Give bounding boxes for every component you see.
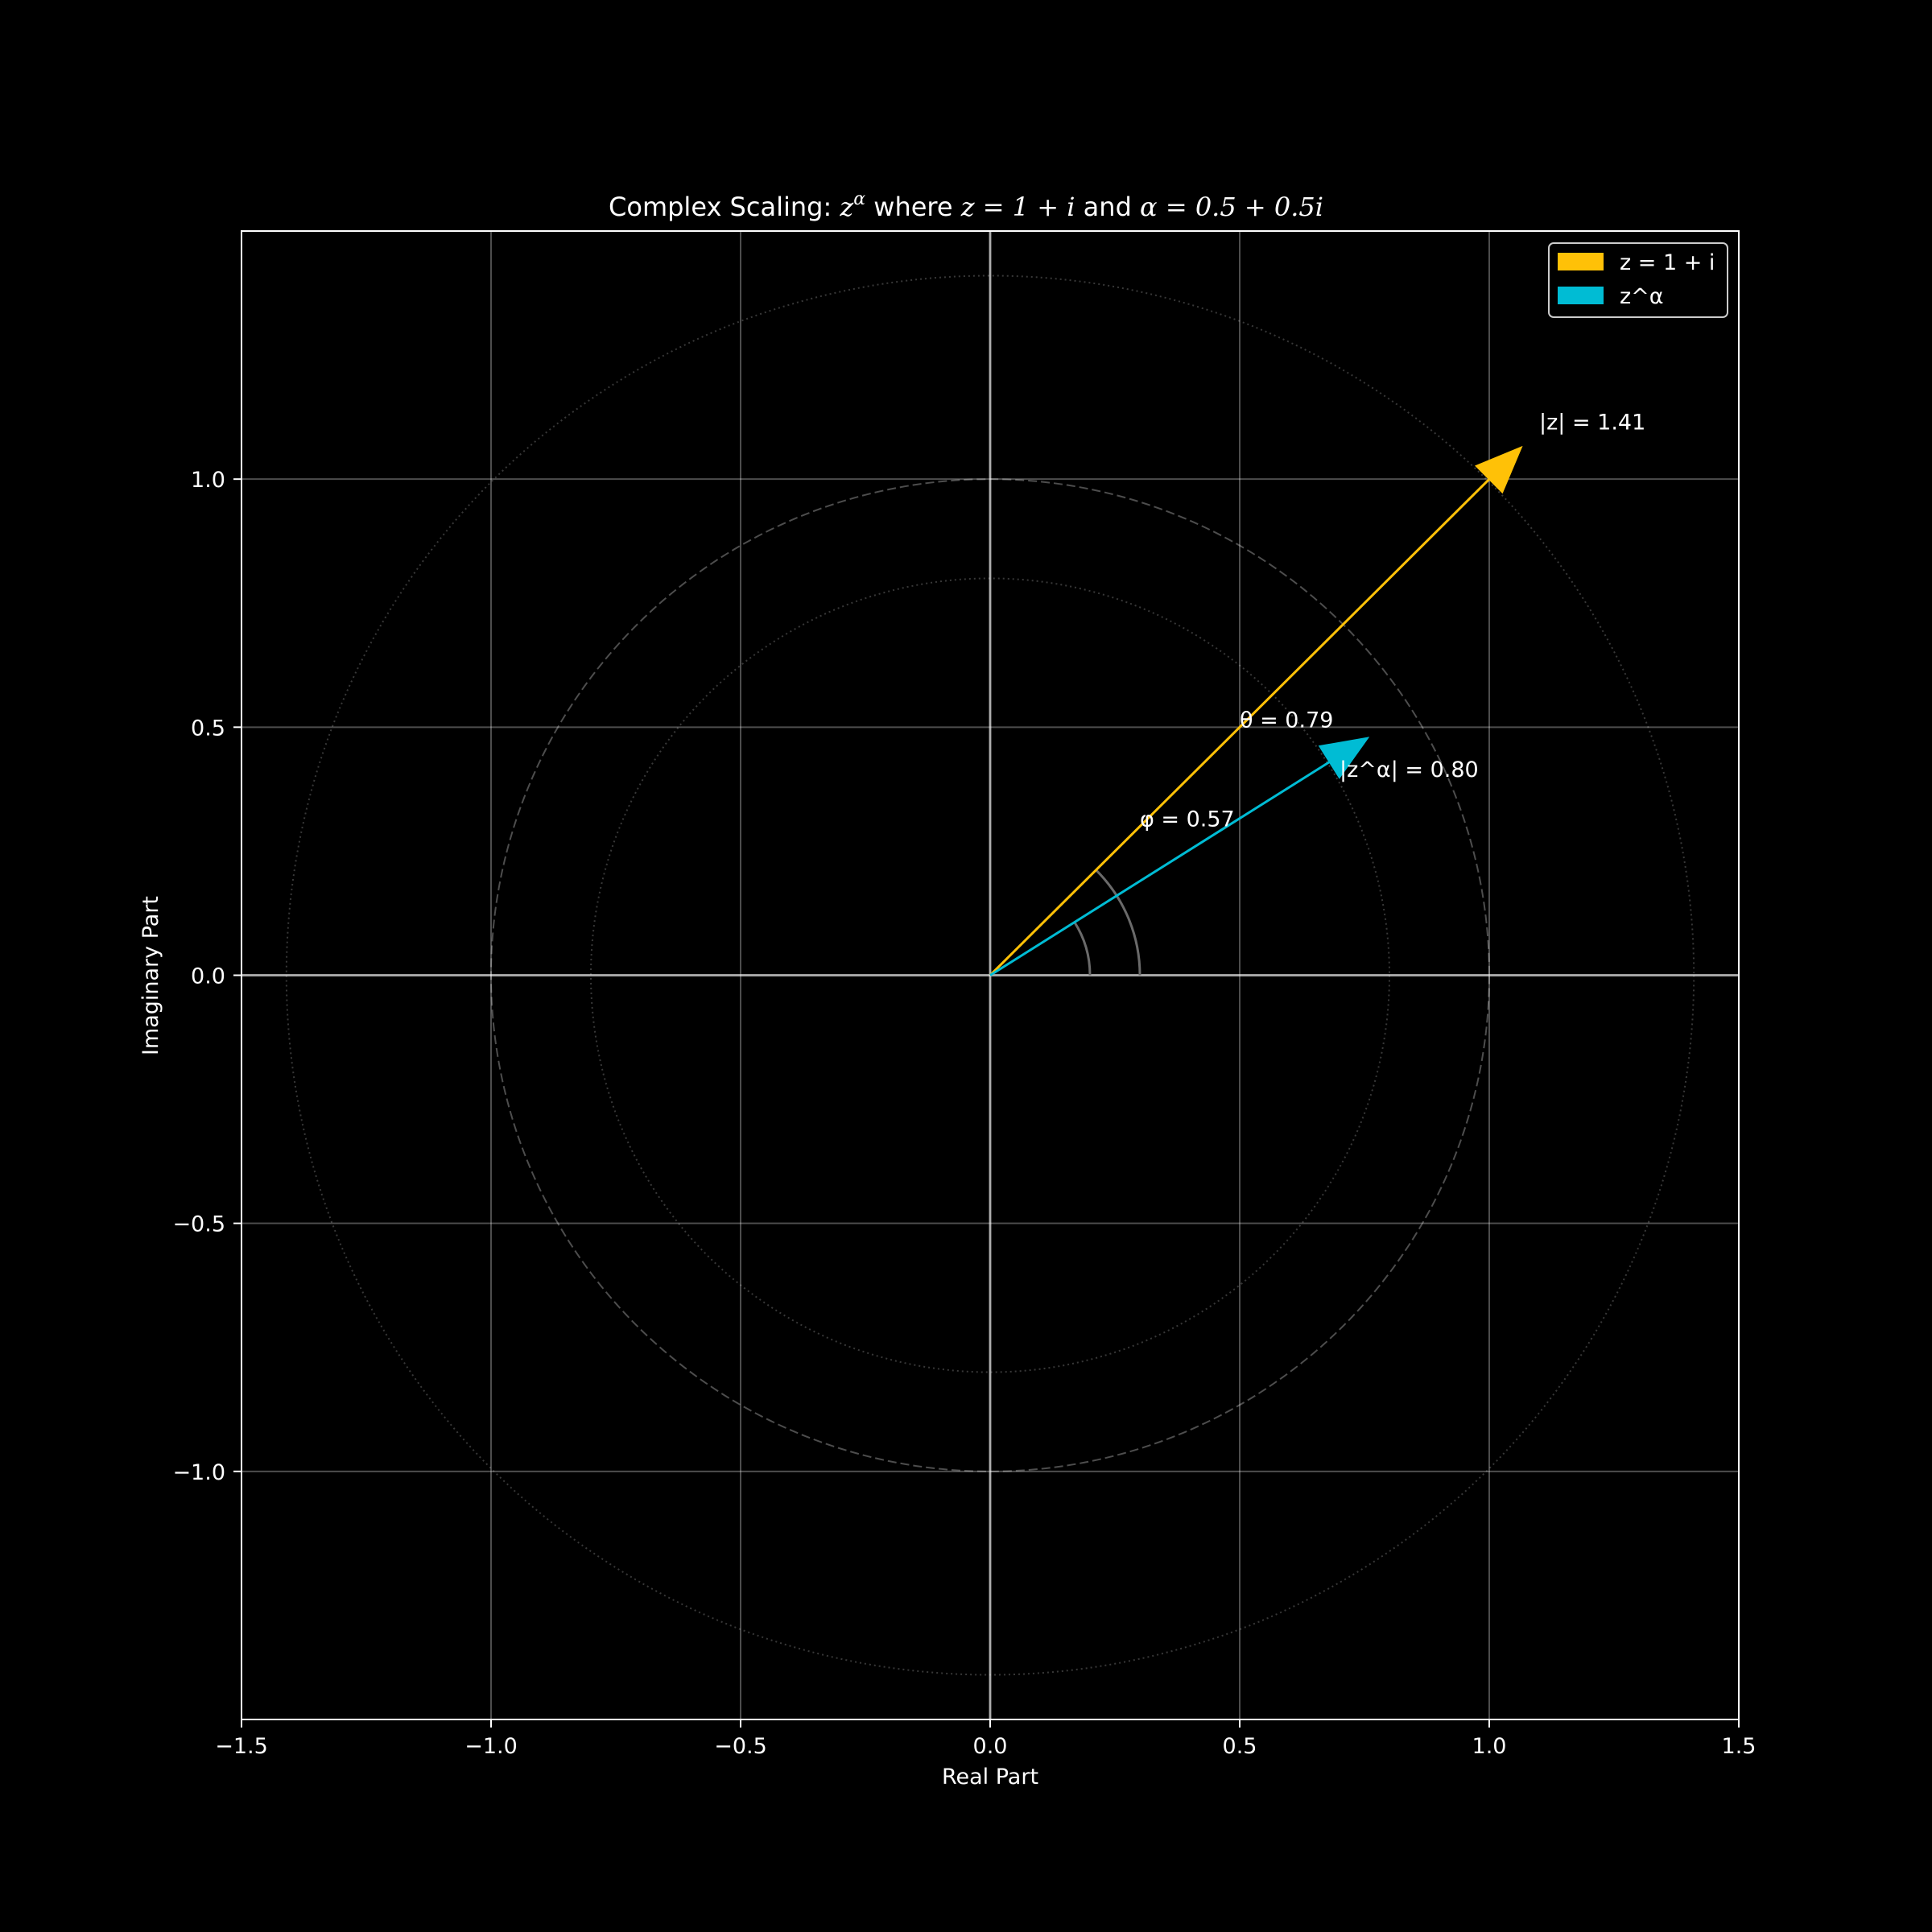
y-tick-label-2: 0.0	[191, 964, 225, 989]
legend-swatch-z	[1558, 253, 1604, 270]
annotation-1: θ = 0.79	[1240, 708, 1333, 733]
x-tick-label-5: 1.0	[1472, 1734, 1507, 1759]
x-axis-label: Real Part	[942, 1765, 1038, 1790]
chart-title: Complex Scaling: zα where z = 1 + i and …	[609, 189, 1323, 222]
vector-head-0	[1475, 445, 1523, 494]
vectors	[989, 445, 1523, 976]
vector-shaft-1	[989, 761, 1331, 976]
x-tick-label-3: 0.0	[973, 1734, 1008, 1759]
annotation-2: |z^α| = 0.80	[1340, 758, 1479, 782]
legend-swatch-z-alpha	[1558, 287, 1604, 304]
angle-arc-1	[1094, 869, 1141, 976]
legend: z = 1 + i z^α	[1548, 242, 1728, 318]
y-axis-label: Imaginary Part	[138, 896, 163, 1055]
angle-arc-0	[1073, 921, 1092, 976]
annotation-0: |z| = 1.41	[1539, 411, 1645, 436]
annotations: |z| = 1.41 θ = 0.79 |z^α| = 0.80 φ = 0.57	[1140, 411, 1645, 832]
annotation-3: φ = 0.57	[1140, 807, 1235, 832]
x-tick-label-6: 1.5	[1722, 1734, 1757, 1759]
x-tick-label-2: −0.5	[714, 1734, 767, 1759]
y-tick-label-0: −1.0	[172, 1460, 225, 1485]
y-tick-label-4: 1.0	[191, 468, 225, 493]
vector-z	[989, 445, 1523, 976]
y-tick-label-1: −0.5	[172, 1212, 225, 1237]
vector-z-alpha	[989, 737, 1370, 976]
vector-shaft-0	[989, 478, 1491, 976]
axis-ticks: −1.5 −1.0 −0.5 0.0 0.5 1.0 1.5 −1.0 −0.5 0.0 0.5 1.…	[172, 468, 1756, 1759]
angle-arcs	[1073, 869, 1141, 976]
legend-label-z-alpha: z^α	[1620, 284, 1664, 309]
x-tick-label-4: 0.5	[1223, 1734, 1257, 1759]
legend-label-z: z = 1 + i	[1620, 250, 1715, 275]
x-tick-label-1: −1.0	[464, 1734, 518, 1759]
x-tick-label-0: −1.5	[215, 1734, 268, 1759]
y-tick-label-3: 0.5	[191, 716, 225, 741]
vector-head-1	[1318, 737, 1370, 779]
